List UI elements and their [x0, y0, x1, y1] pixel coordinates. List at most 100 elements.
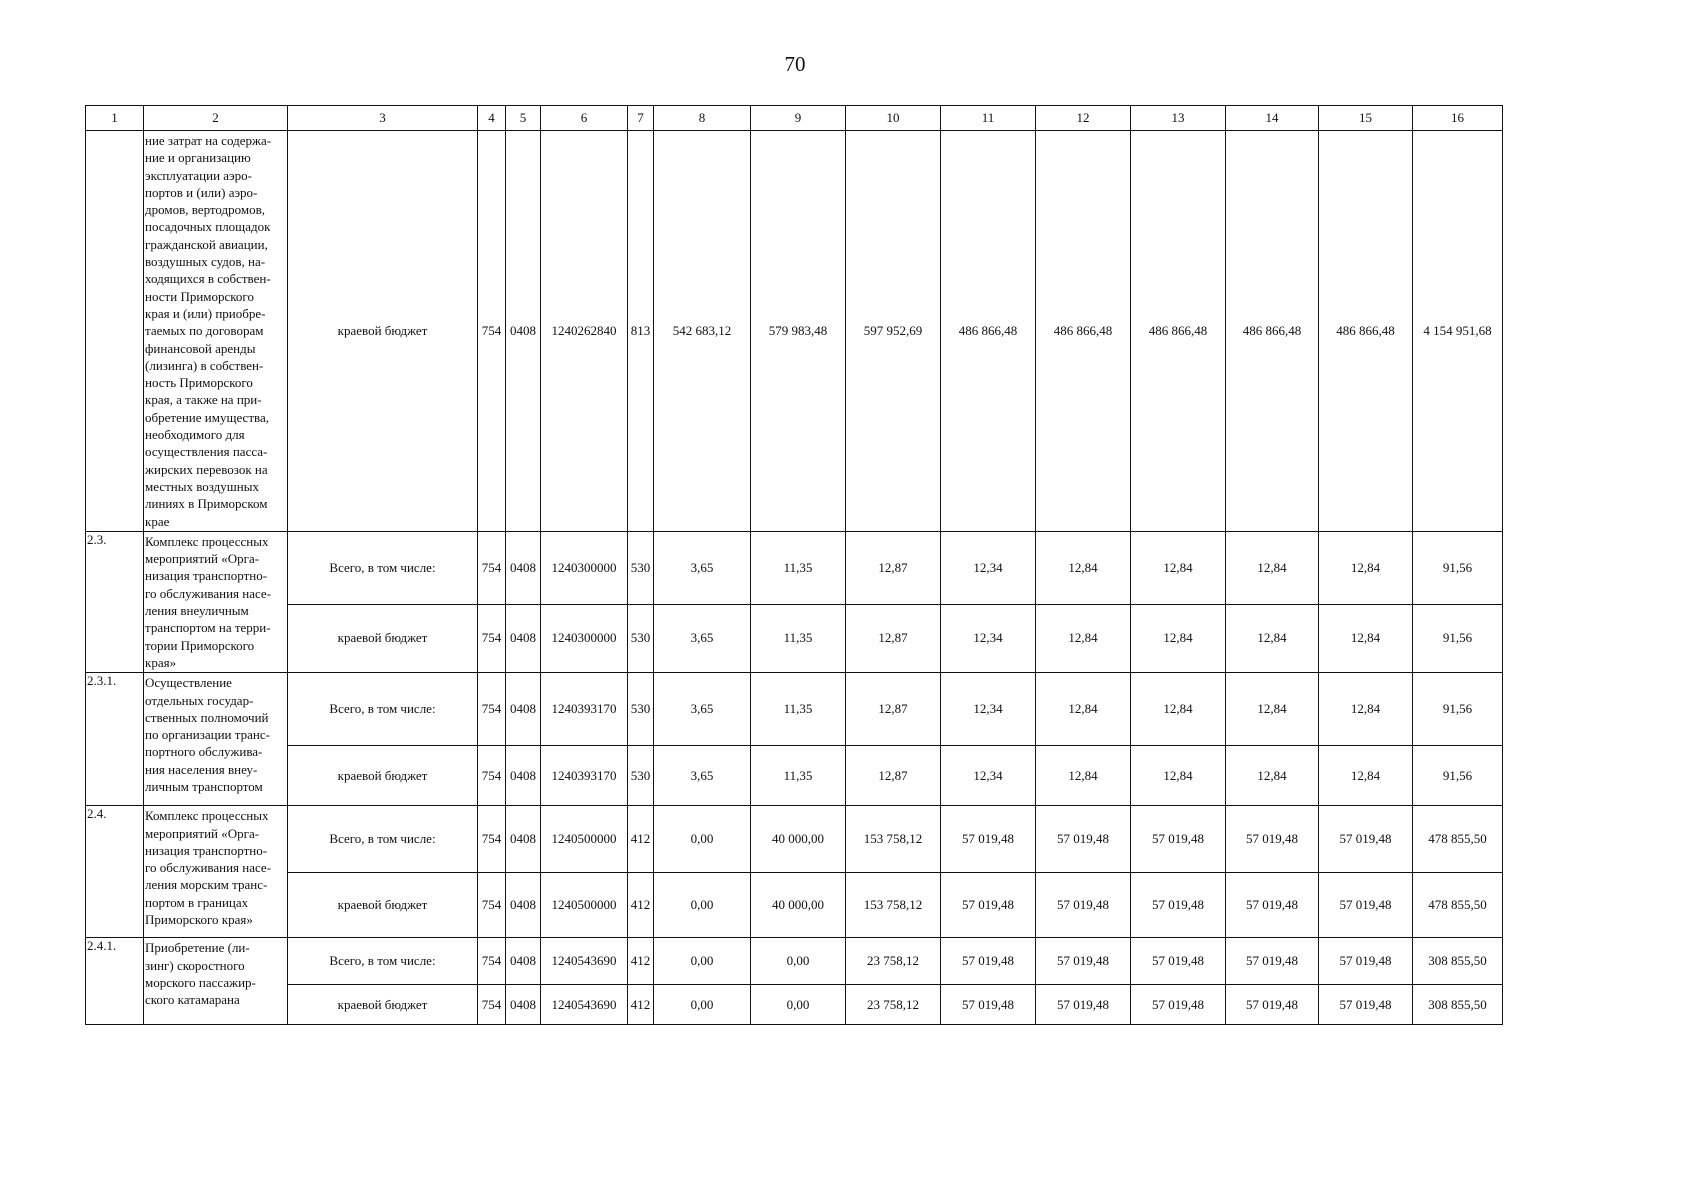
- column-header: 9: [750, 105, 846, 131]
- column-header: 15: [1318, 105, 1413, 131]
- amount-cell: 57 019,48: [1035, 984, 1131, 1026]
- item-description: Осуществление отдельных государ- ственны…: [143, 672, 288, 807]
- amount-cell: 486 866,48: [1225, 130, 1319, 532]
- budget-code: 0408: [505, 672, 541, 747]
- amount-cell: 486 866,48: [1035, 130, 1131, 532]
- budget-code: 0408: [505, 603, 541, 674]
- amount-cell: 0,00: [653, 872, 751, 939]
- item-number: 2.4.1.: [85, 937, 144, 1026]
- amount-cell: 486 866,48: [1318, 130, 1413, 532]
- amount-cell: 57 019,48: [1318, 872, 1413, 939]
- amount-cell: 57 019,48: [1225, 805, 1319, 874]
- column-header: 6: [540, 105, 628, 131]
- funding-source: краевой бюджет: [287, 603, 478, 674]
- budget-code: 754: [477, 872, 506, 939]
- funding-source: краевой бюджет: [287, 130, 478, 532]
- amount-cell: 12,84: [1130, 603, 1226, 674]
- column-header: 14: [1225, 105, 1319, 131]
- budget-code: 412: [627, 805, 654, 874]
- budget-code: 1240393170: [540, 672, 628, 747]
- item-description: Приобретение (ли- зинг) скоростного морс…: [143, 937, 288, 1026]
- budget-code: 412: [627, 937, 654, 986]
- amount-cell: 12,84: [1225, 672, 1319, 747]
- amount-cell: 12,34: [940, 745, 1036, 807]
- amount-cell: 57 019,48: [1035, 937, 1131, 986]
- column-header: 12: [1035, 105, 1131, 131]
- amount-cell: 57 019,48: [940, 872, 1036, 939]
- column-header: 11: [940, 105, 1036, 131]
- amount-cell: 12,84: [1318, 603, 1413, 674]
- amount-cell: 57 019,48: [1318, 805, 1413, 874]
- budget-code: 754: [477, 530, 506, 605]
- amount-cell: 12,34: [940, 530, 1036, 605]
- amount-cell: 0,00: [653, 937, 751, 986]
- amount-cell: 486 866,48: [940, 130, 1036, 532]
- amount-cell: 57 019,48: [1035, 805, 1131, 874]
- item-description: ние затрат на содержа- ние и организацию…: [143, 130, 288, 532]
- amount-cell: 57 019,48: [1130, 872, 1226, 939]
- column-header: 4: [477, 105, 506, 131]
- funding-source: Всего, в том числе:: [287, 530, 478, 605]
- budget-code: 813: [627, 130, 654, 532]
- amount-cell: 57 019,48: [1225, 937, 1319, 986]
- budget-code: 1240543690: [540, 937, 628, 986]
- amount-cell: 12,87: [845, 672, 941, 747]
- amount-cell: 486 866,48: [1130, 130, 1226, 532]
- amount-cell: 12,84: [1318, 672, 1413, 747]
- table-row: краевой бюджет 754 0408 1240543690 412 0,00 0,…: [86, 984, 1503, 1026]
- column-header: 5: [505, 105, 541, 131]
- amount-cell: 57 019,48: [940, 937, 1036, 986]
- funding-source: Всего, в том числе:: [287, 937, 478, 986]
- column-header: 13: [1130, 105, 1226, 131]
- amount-cell: 542 683,12: [653, 130, 751, 532]
- budget-code: 1240300000: [540, 530, 628, 605]
- budget-code: 754: [477, 603, 506, 674]
- budget-code: 0408: [505, 130, 541, 532]
- budget-code: 1240262840: [540, 130, 628, 532]
- amount-cell: 57 019,48: [1318, 937, 1413, 986]
- budget-code: 530: [627, 745, 654, 807]
- amount-cell: 57 019,48: [1225, 984, 1319, 1026]
- item-number: [85, 130, 144, 532]
- table-row: краевой бюджет 754 0408 1240500000 412 0,00 40…: [86, 872, 1503, 939]
- table-row: краевой бюджет 754 0408 1240393170 530 3,65 11…: [86, 745, 1503, 807]
- amount-cell: 12,87: [845, 603, 941, 674]
- budget-code: 530: [627, 672, 654, 747]
- amount-cell: 12,84: [1225, 745, 1319, 807]
- column-header: 16: [1412, 105, 1503, 131]
- budget-code: 0408: [505, 872, 541, 939]
- amount-cell: 57 019,48: [1130, 984, 1226, 1026]
- amount-cell: 40 000,00: [750, 805, 846, 874]
- amount-cell: 0,00: [750, 937, 846, 986]
- budget-code: 1240543690: [540, 984, 628, 1026]
- budget-code: 754: [477, 805, 506, 874]
- amount-cell: 579 983,48: [750, 130, 846, 532]
- amount-cell: 153 758,12: [845, 872, 941, 939]
- amount-cell: 23 758,12: [845, 984, 941, 1026]
- budget-code: 0408: [505, 984, 541, 1026]
- budget-code: 754: [477, 745, 506, 807]
- amount-cell: 40 000,00: [750, 872, 846, 939]
- table-row: ние затрат на содержа- ние и организацию…: [85, 130, 1503, 532]
- budget-code: 530: [627, 530, 654, 605]
- amount-cell: 12,84: [1130, 672, 1226, 747]
- amount-cell: 12,84: [1035, 672, 1131, 747]
- amount-cell: 478 855,50: [1412, 805, 1503, 874]
- budget-code: 1240500000: [540, 872, 628, 939]
- amount-cell: 597 952,69: [845, 130, 941, 532]
- amount-cell: 57 019,48: [1130, 937, 1226, 986]
- column-header: 10: [845, 105, 941, 131]
- amount-cell: 153 758,12: [845, 805, 941, 874]
- amount-cell: 91,56: [1412, 530, 1503, 605]
- item-number: 2.3.1.: [85, 672, 144, 807]
- budget-code: 0408: [505, 745, 541, 807]
- budget-code: 1240393170: [540, 745, 628, 807]
- budget-code: 412: [627, 872, 654, 939]
- budget-code: 1240300000: [540, 603, 628, 674]
- amount-cell: 478 855,50: [1412, 872, 1503, 939]
- amount-cell: 4 154 951,68: [1412, 130, 1503, 532]
- page-number: 70: [784, 52, 806, 76]
- budget-table: 1 2 3 4 5 6 7 8 9 10 11 12 13 14 15 16 ние затрат на сод…: [85, 105, 1503, 1026]
- budget-code: 754: [477, 130, 506, 532]
- budget-code: 412: [627, 984, 654, 1026]
